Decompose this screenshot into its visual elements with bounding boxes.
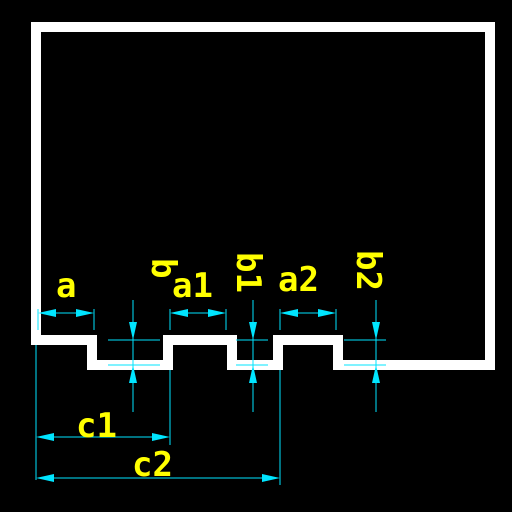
label-c1: c1 bbox=[76, 406, 117, 446]
dimension-a bbox=[37, 309, 95, 330]
dimension-c1 bbox=[35, 345, 171, 480]
part-outline bbox=[31, 22, 495, 370]
label-b1: b1 bbox=[228, 252, 268, 293]
dimension-a2 bbox=[279, 309, 337, 330]
dimension-c2 bbox=[36, 370, 281, 485]
dimension-b2 bbox=[344, 300, 386, 412]
label-c2: c2 bbox=[132, 445, 173, 485]
label-a1: a1 bbox=[172, 266, 213, 306]
label-a2: a2 bbox=[278, 260, 319, 300]
dimension-b bbox=[108, 300, 160, 412]
label-a: a bbox=[56, 266, 76, 306]
label-b2: b2 bbox=[348, 250, 388, 291]
dimension-a1 bbox=[169, 309, 227, 330]
label-b: b bbox=[143, 258, 183, 278]
dimension-b1 bbox=[236, 300, 268, 412]
